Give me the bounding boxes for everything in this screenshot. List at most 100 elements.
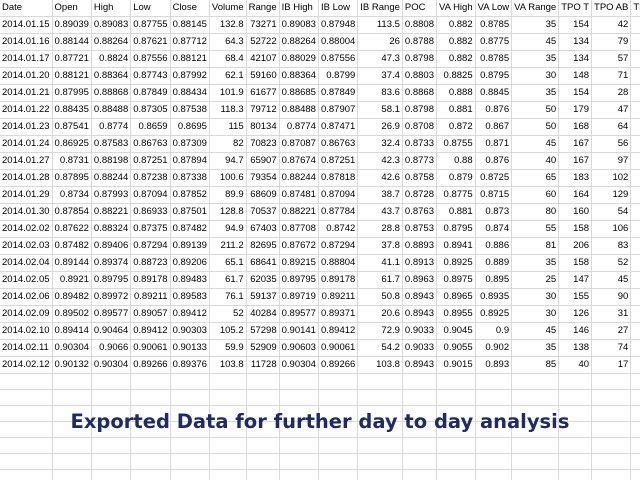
value-cell[interactable]: 168 [558,118,593,136]
value-cell[interactable]: 0.895 [475,271,513,289]
empty-cell[interactable] [558,373,593,390]
empty-cell[interactable] [246,405,280,422]
empty-cell[interactable] [475,373,513,390]
column-header-cell[interactable]: Volume [209,0,247,17]
empty-cell[interactable] [475,437,513,454]
value-cell[interactable]: 0.88488 [91,101,132,119]
column-header-cell[interactable]: TPO T [558,0,593,17]
value-cell[interactable]: 0.876 [475,101,513,119]
value-cell[interactable]: 0.88264 [279,33,319,51]
value-cell[interactable]: 0.88121 [52,67,92,85]
value-cell[interactable]: 158 [558,220,593,238]
value-cell[interactable]: 0.87556 [130,50,171,68]
value-cell[interactable]: 0.8785 [475,50,513,68]
value-cell[interactable]: 57 [591,50,632,68]
value-cell[interactable]: 0.876 [475,152,513,170]
column-header-cell[interactable]: Low [130,0,171,17]
empty-cell[interactable] [436,405,476,422]
value-cell[interactable]: 0.882 [436,16,476,34]
date-cell[interactable]: 2014.01.20 [0,67,53,85]
value-cell[interactable]: 31 [591,305,632,323]
column-header-cell[interactable]: IB High [279,0,319,17]
value-cell[interactable]: 41 [630,33,640,51]
empty-cell[interactable] [130,373,171,390]
column-header-cell[interactable]: POC [402,0,437,17]
value-cell[interactable]: 0.87309 [170,135,210,153]
value-cell[interactable]: 52909 [246,339,280,357]
value-cell[interactable]: 0.89412 [130,322,171,340]
value-cell[interactable]: 97 [591,152,632,170]
value-cell[interactable]: 211.2 [209,237,247,255]
value-cell[interactable]: 0.90603 [279,339,319,357]
empty-cell[interactable] [246,437,280,454]
empty-cell[interactable] [318,453,359,470]
empty-cell[interactable] [436,437,476,454]
empty-cell[interactable] [357,373,403,390]
column-header-cell[interactable]: TPO BL [630,0,640,17]
value-cell[interactable]: 38.7 [357,186,403,204]
empty-cell[interactable] [279,405,319,422]
date-cell[interactable]: 2014.02.10 [0,322,53,340]
value-cell[interactable]: 158 [558,254,593,272]
value-cell[interactable]: 0.8955 [436,305,476,323]
value-cell[interactable]: 0.87501 [170,203,210,221]
empty-cell[interactable] [209,373,247,390]
empty-cell[interactable] [436,453,476,470]
value-cell[interactable]: 0.90304 [279,356,319,374]
empty-cell[interactable] [630,421,640,438]
value-cell[interactable]: 0.87907 [318,101,359,119]
value-cell[interactable]: 138 [558,339,593,357]
empty-cell[interactable] [209,389,247,406]
value-cell[interactable]: 0.8963 [402,271,437,289]
value-cell[interactable]: 79354 [246,169,280,187]
value-cell[interactable]: 54 [591,203,632,221]
value-cell[interactable]: 59160 [246,67,280,85]
empty-cell[interactable] [591,469,632,480]
date-cell[interactable]: 2014.02.11 [0,339,53,357]
value-cell[interactable]: 0.88244 [91,169,132,187]
empty-cell[interactable] [558,389,593,406]
date-cell[interactable]: 2014.02.09 [0,305,53,323]
value-cell[interactable]: 0.89719 [279,288,319,306]
empty-cell[interactable] [246,373,280,390]
empty-cell[interactable] [91,469,132,480]
value-cell[interactable]: 35 [511,16,560,34]
value-cell[interactable]: 0.9 [475,322,513,340]
value-cell[interactable]: 154 [558,16,593,34]
value-cell[interactable]: 52 [209,305,247,323]
empty-cell[interactable] [130,469,171,480]
value-cell[interactable]: 102 [630,84,640,102]
empty-cell[interactable] [630,389,640,406]
value-cell[interactable]: 0.87338 [170,169,210,187]
value-cell[interactable]: 52722 [246,33,280,51]
value-cell[interactable]: 40 [511,152,560,170]
value-cell[interactable]: 0.87849 [318,84,359,102]
value-cell[interactable]: 45 [591,271,632,289]
value-cell[interactable]: 101.9 [209,84,247,102]
empty-cell[interactable] [357,437,403,454]
value-cell[interactable]: 0.90061 [318,339,359,357]
value-cell[interactable]: 0.8965 [436,288,476,306]
value-cell[interactable]: 0.88435 [52,101,92,119]
value-cell[interactable]: 0.88121 [170,50,210,68]
value-cell[interactable]: 47 [591,101,632,119]
value-cell[interactable]: 47.3 [357,50,403,68]
value-cell[interactable]: 28.8 [357,220,403,238]
column-header-cell[interactable]: Date [0,0,53,17]
value-cell[interactable]: 94 [630,322,640,340]
value-cell[interactable]: 0.882 [436,50,476,68]
value-cell[interactable]: 0.90464 [91,322,132,340]
empty-cell[interactable] [209,421,247,438]
date-cell[interactable]: 2014.02.03 [0,237,53,255]
value-cell[interactable]: 83.6 [357,84,403,102]
value-cell[interactable]: 94.7 [209,152,247,170]
empty-cell[interactable] [0,453,53,470]
value-cell[interactable]: 35 [511,50,560,68]
value-cell[interactable]: 146 [558,322,593,340]
empty-cell[interactable] [591,389,632,406]
value-cell[interactable]: 0.89139 [170,237,210,255]
value-cell[interactable]: 11728 [246,356,280,374]
value-cell[interactable]: 0.89414 [52,322,92,340]
empty-cell[interactable] [130,437,171,454]
empty-cell[interactable] [279,373,319,390]
